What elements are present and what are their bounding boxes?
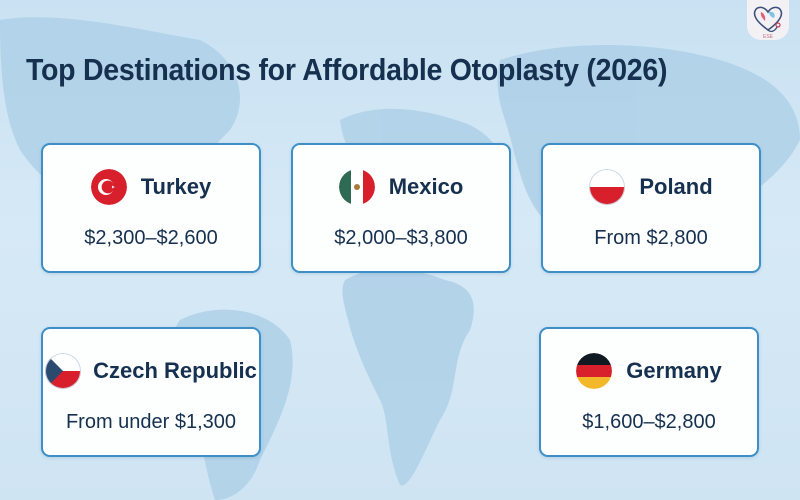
clinic-logo: ESE	[747, 0, 789, 40]
price-range: $2,000–$3,800	[334, 227, 468, 249]
page-title: Top Destinations for Affordable Otoplast…	[26, 52, 668, 87]
country-name: Mexico	[388, 174, 464, 199]
destination-card-poland: Poland From $2,800	[541, 143, 761, 273]
price-range: From under $1,300	[65, 411, 237, 433]
price-range: From $2,800	[594, 227, 708, 249]
destination-card-turkey: Turkey $2,300–$2,600	[41, 143, 261, 273]
heart-stethoscope-logo-icon: ESE	[753, 6, 783, 40]
destination-card-germany: Germany $1,600–$2,800	[539, 327, 759, 457]
country-name: Germany	[626, 358, 722, 383]
price-range: $2,300–$2,600	[84, 227, 218, 249]
price-range: $1,600–$2,800	[582, 411, 716, 433]
country-name: Czech Republic	[93, 358, 257, 383]
destination-card-mexico: Mexico $2,000–$3,800	[291, 143, 511, 273]
poland-flag-icon	[589, 169, 626, 205]
destination-card-czech-republic: Czech Republic From under $1,300	[41, 327, 261, 457]
svg-text:ESE: ESE	[763, 34, 774, 40]
country-name: Poland	[639, 174, 713, 199]
czech-flag-icon	[45, 353, 82, 389]
germany-flag-icon	[576, 353, 613, 389]
country-name: Turkey	[140, 174, 212, 199]
mexico-flag-icon	[338, 169, 375, 205]
turkey-flag-icon	[90, 169, 127, 205]
